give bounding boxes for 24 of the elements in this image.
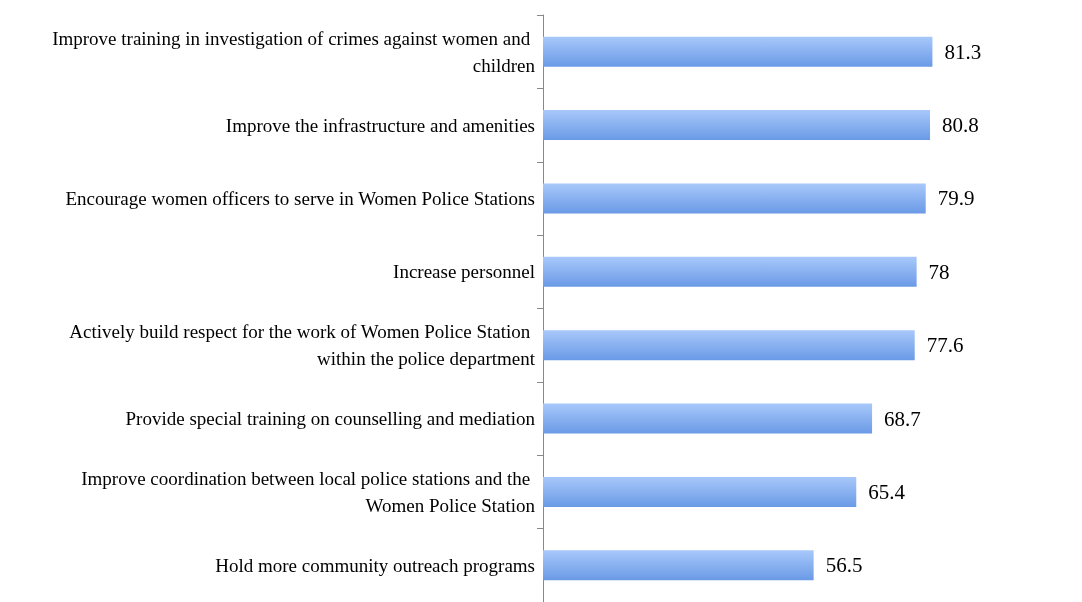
y-tick-label: Hold more community outreach programs	[215, 554, 535, 576]
data-label: 68.7	[884, 406, 921, 431]
data-label: 56.5	[825, 553, 863, 578]
bar	[543, 36, 933, 67]
data-label: 65.4	[868, 479, 906, 504]
y-tick-label: Improve training in investigation of crimes against women and children	[52, 27, 536, 76]
bar	[543, 550, 814, 581]
data-label: 78	[928, 259, 950, 284]
data-label: 81.3	[944, 39, 982, 64]
y-tick-label: Provide special training on counselling and mediation	[125, 408, 536, 430]
data-label: 80.8	[942, 113, 979, 138]
y-tick-label: Encourage women officers to serve in Women Police Stations	[65, 187, 535, 209]
bar	[543, 403, 873, 434]
y-tick-label: Increase personnel	[393, 261, 535, 283]
data-label: 79.9	[937, 186, 975, 211]
y-tick-label: Improve coordination between local police stations and the Women Police Station	[81, 467, 536, 516]
bar	[543, 110, 931, 141]
y-tick-label: Actively build respect for the work of Women Police Station within the police department	[69, 321, 536, 370]
bar	[543, 476, 857, 507]
y-tick-label: Improve the infrastructure and amenities	[225, 114, 535, 136]
bar	[543, 256, 917, 287]
bar	[543, 183, 926, 214]
data-label: 77.6	[926, 333, 964, 358]
bar	[543, 330, 915, 361]
